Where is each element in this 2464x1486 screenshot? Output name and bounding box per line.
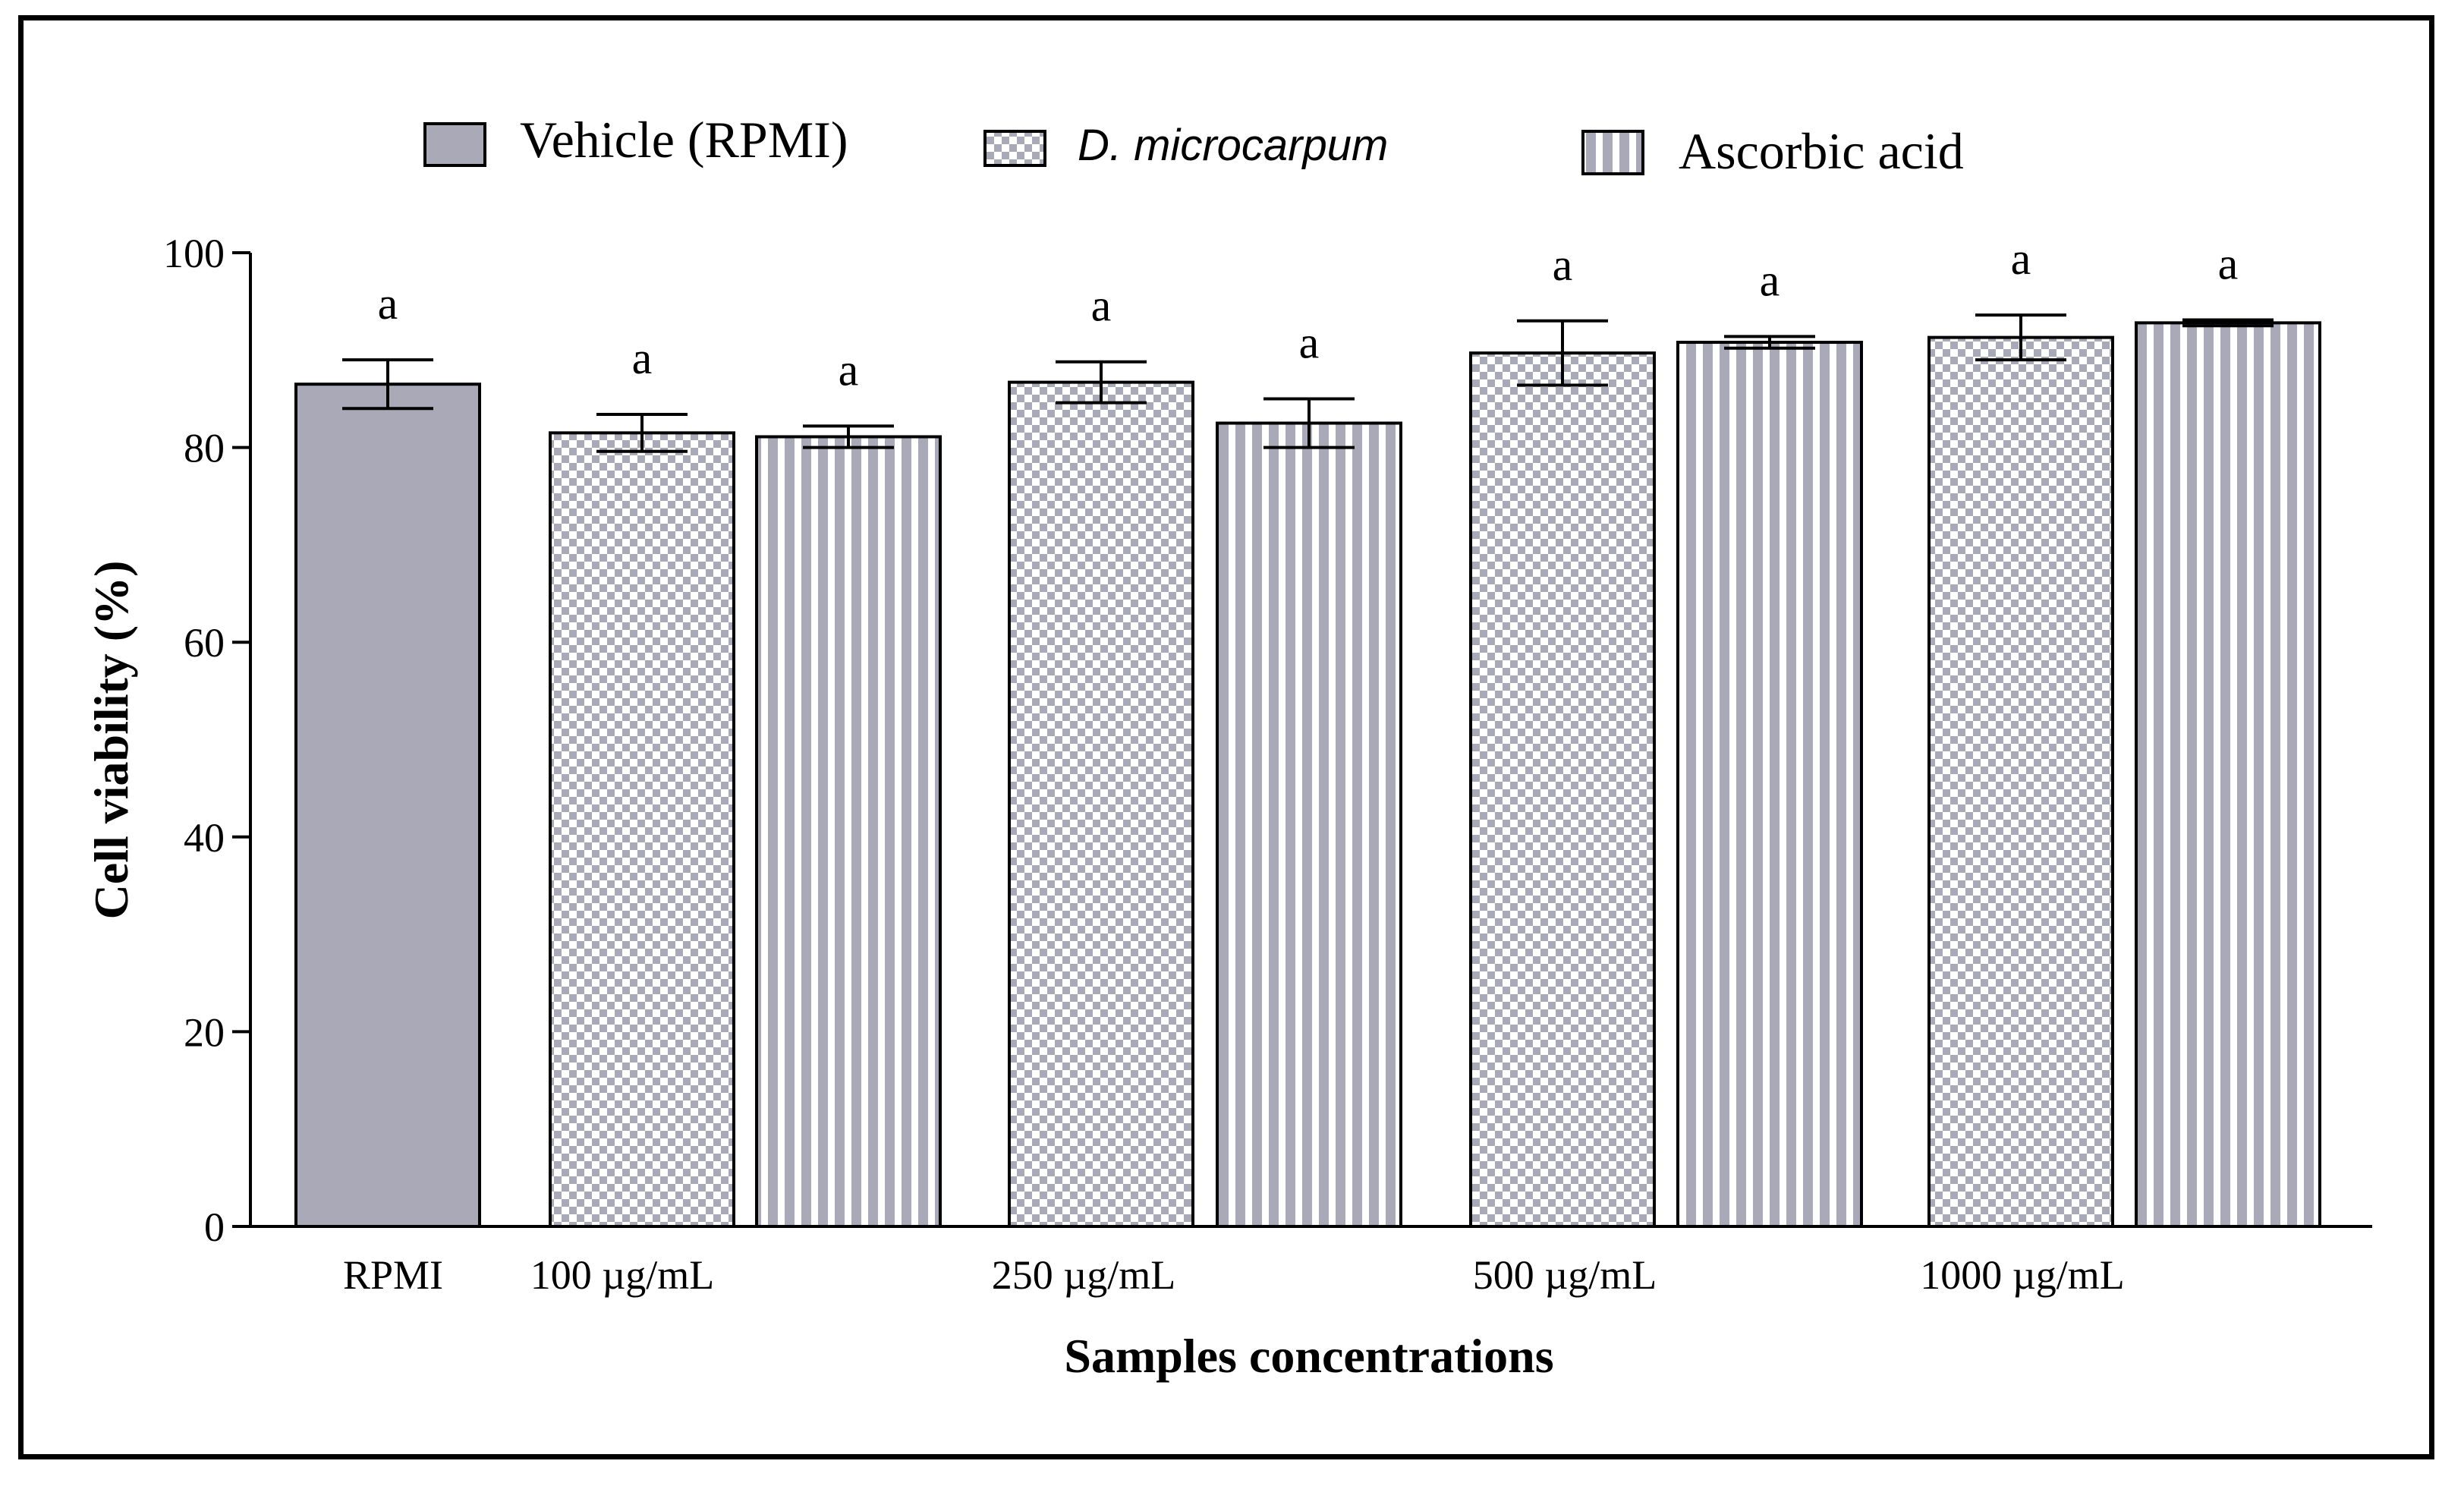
error-bar [1975, 313, 2066, 362]
x-tick-labels: RPMI 100 µg/mL 250 µg/mL 500 µg/mL 1000 µg/m… [343, 1252, 2125, 1298]
x-axis-title: Samples concentrations [1064, 1329, 1553, 1383]
error-bar [596, 412, 688, 453]
legend-swatch-ascorbic-acid [1581, 130, 1644, 175]
legend-label-d-microcarpum: D. microcarpum [1078, 121, 1388, 170]
bar-d-microcarpum-250-g-ml [1008, 380, 1194, 1228]
legend-item-d-microcarpum: D. microcarpum [983, 121, 1388, 170]
legend-swatch-vehicle [423, 122, 486, 167]
error-bar [1724, 335, 1815, 350]
error-bars [342, 313, 2274, 453]
error-bar [803, 424, 894, 449]
y-tick-label: 60 [184, 620, 225, 666]
bar-d-microcarpum-1000-g-ml [1927, 335, 2114, 1229]
x-tick-label: RPMI [343, 1252, 443, 1298]
significance-label: a [1299, 317, 1320, 367]
error-bar [1263, 397, 1355, 449]
significance-label: a [839, 345, 859, 395]
y-tick-label: 0 [204, 1204, 225, 1250]
error-bar [2182, 318, 2274, 328]
significance-label: a [632, 333, 653, 383]
significance-label: a [1091, 281, 1112, 331]
y-axis-title: Cell viability (%) [84, 561, 138, 920]
significance-label: a [378, 279, 398, 329]
significance-label: a [2011, 234, 2031, 284]
legend-label-ascorbic-acid: Ascorbic acid [1679, 122, 1964, 180]
legend-label-vehicle: Vehicle (RPMI) [520, 111, 848, 168]
x-tick-label: 500 µg/mL [1473, 1252, 1657, 1298]
legend: Vehicle (RPMI) D. microcarpum Ascorbic a… [423, 111, 1964, 180]
significance-label: a [1760, 255, 1780, 305]
error-bar [1056, 360, 1147, 405]
legend-item-vehicle: Vehicle (RPMI) [423, 111, 848, 168]
legend-item-ascorbic-acid: Ascorbic acid [1581, 122, 1964, 180]
y-tick-label: 20 [184, 1009, 225, 1055]
bar-ascorbic-acid-500-g-ml [1676, 341, 1863, 1228]
bar-ascorbic-acid-250-g-ml [1216, 421, 1402, 1228]
y-ticks: 0 20 40 60 80 100 [163, 231, 250, 1250]
significance-label: a [1553, 240, 1573, 290]
x-tick-label: 250 µg/mL [992, 1252, 1176, 1298]
x-tick-label: 1000 µg/mL [1920, 1252, 2125, 1298]
x-tick-label: 100 µg/mL [530, 1252, 715, 1298]
bar-d-microcarpum-500-g-ml [1469, 351, 1656, 1228]
bar-d-microcarpum-100-g-ml [549, 431, 735, 1228]
legend-swatch-d-microcarpum [983, 130, 1046, 167]
significance-labels: a a a a a a a a a [378, 234, 2239, 395]
y-axis: 0 20 40 60 80 100 [163, 231, 252, 1250]
bar-vehicle-rpmi [294, 383, 481, 1229]
error-bar [1517, 319, 1608, 387]
significance-label: a [2218, 239, 2239, 289]
bar-ascorbic-acid-100-g-ml [755, 435, 942, 1228]
bar-ascorbic-acid-1000-g-ml [2135, 321, 2321, 1229]
y-tick-label: 40 [184, 815, 225, 861]
error-bar [342, 358, 433, 411]
y-tick-label: 80 [184, 426, 225, 471]
bars [294, 321, 2321, 1229]
y-tick-label: 100 [163, 231, 225, 276]
